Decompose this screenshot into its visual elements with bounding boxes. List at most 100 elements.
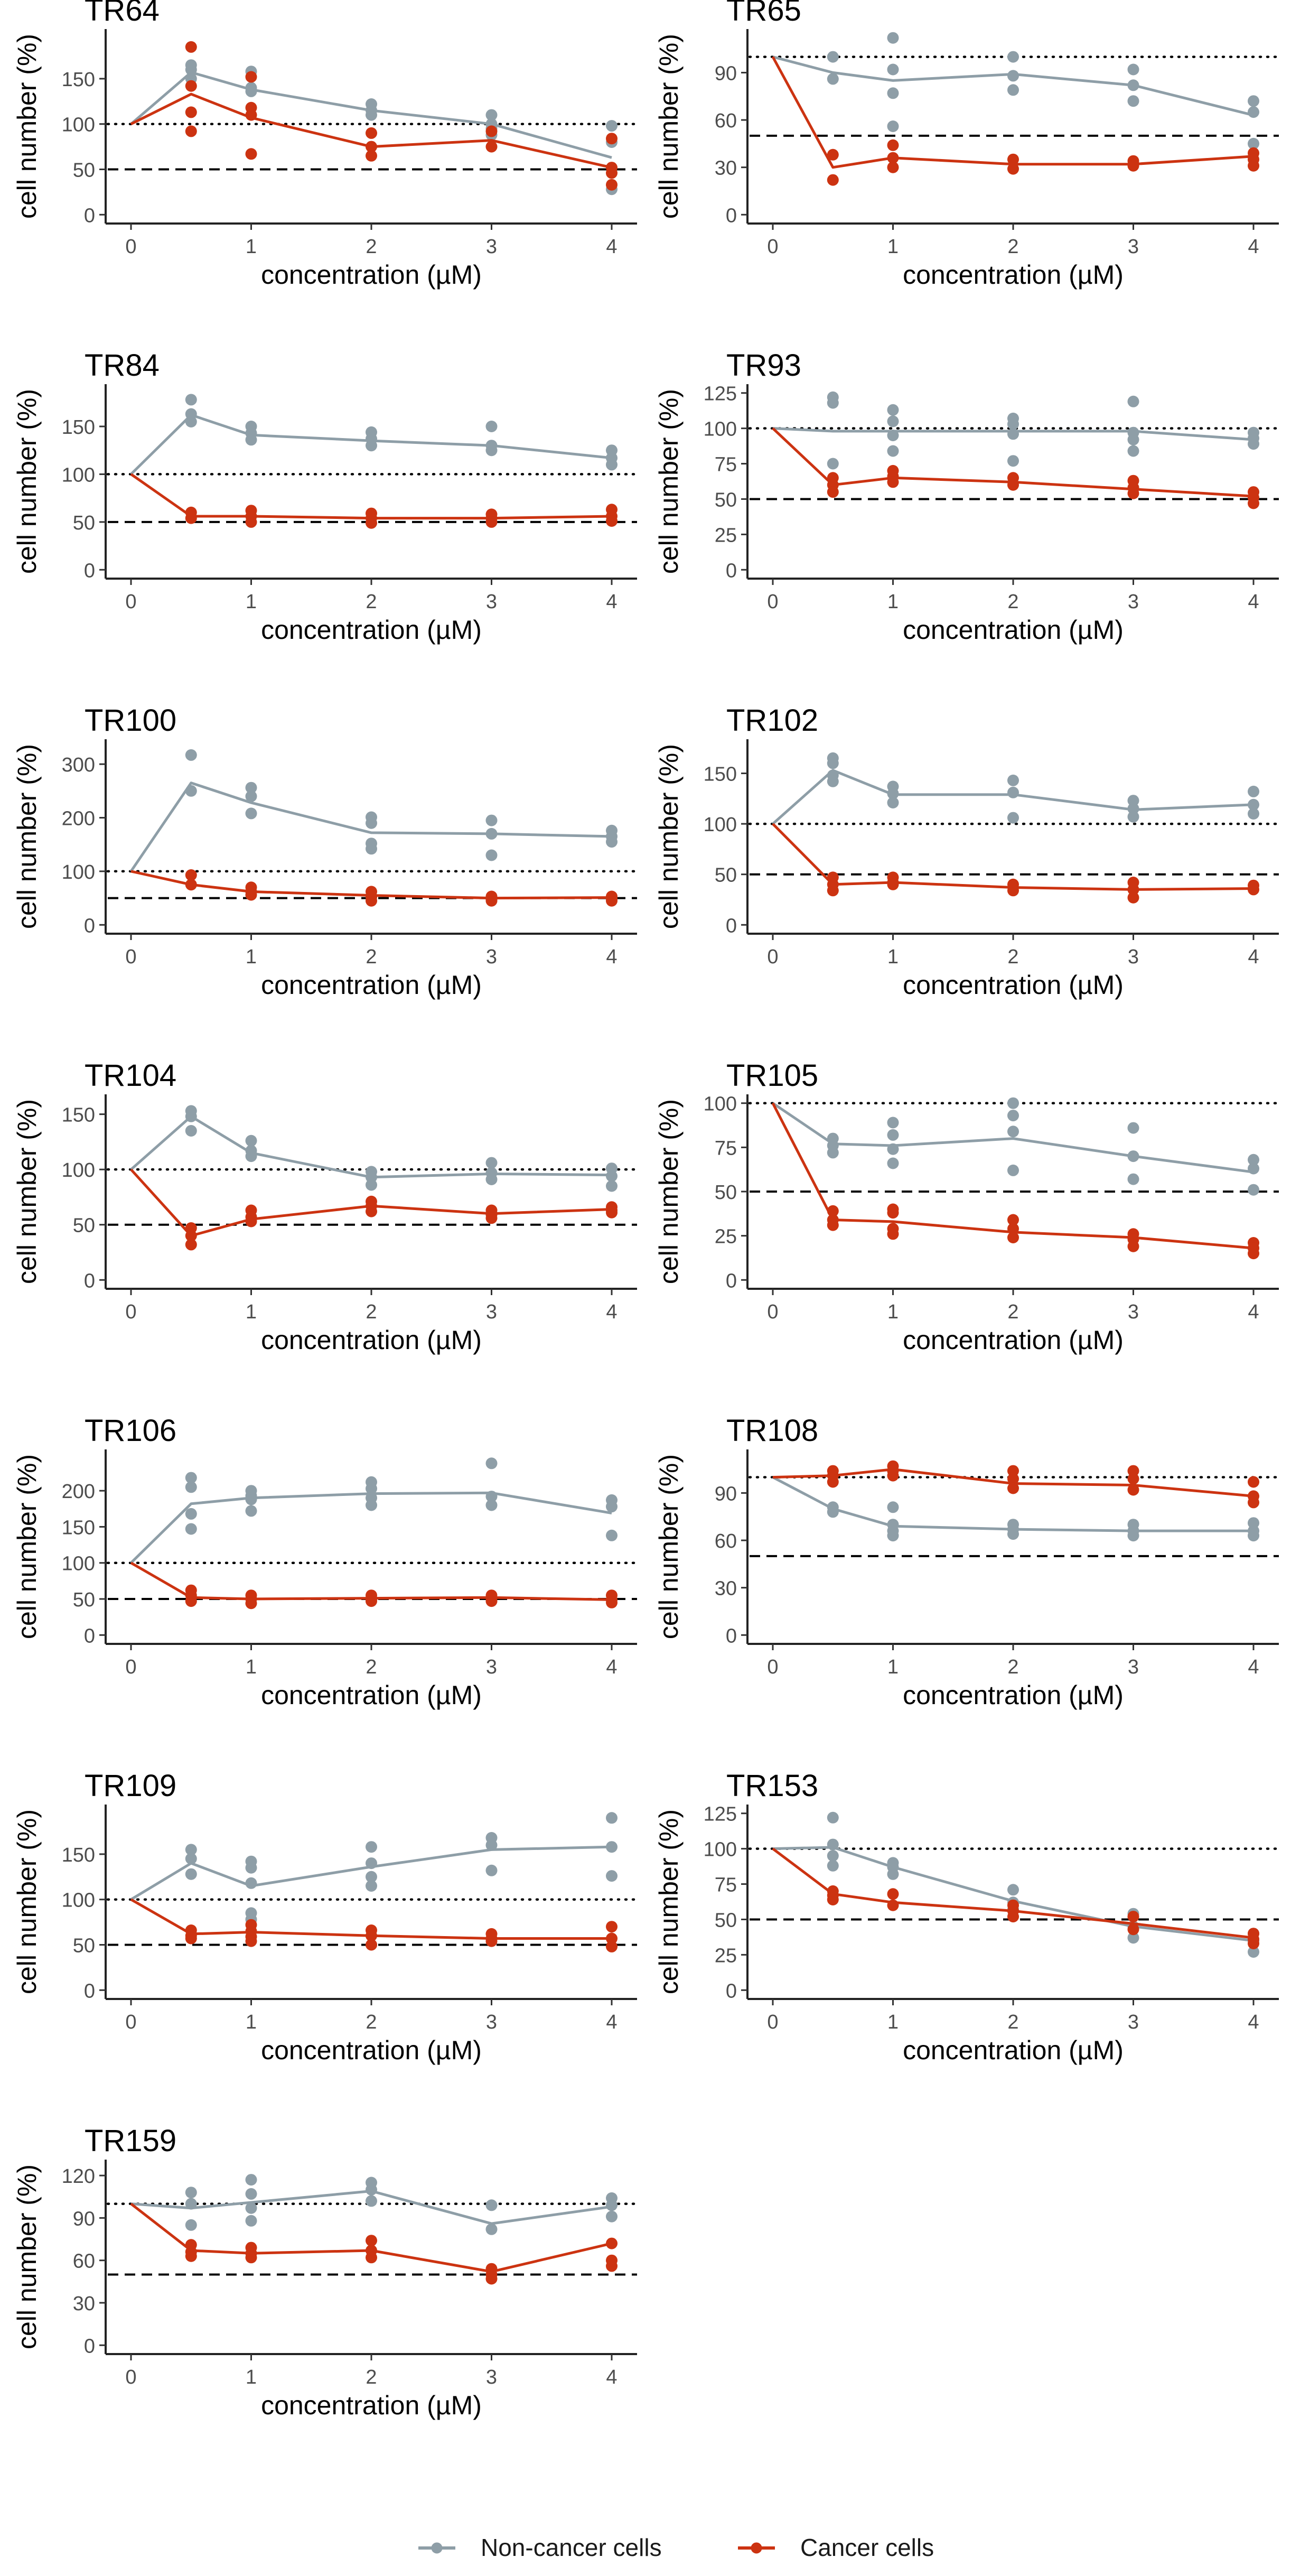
legend-label-noncancer: Non-cancer cells — [481, 2534, 662, 2561]
data-point-noncancer — [485, 849, 498, 861]
x-tick-label: 1 — [887, 591, 899, 613]
data-point-cancer — [185, 869, 197, 881]
data-point-cancer — [887, 1899, 899, 1911]
data-point-noncancer — [185, 1523, 197, 1535]
x-tick-label: 4 — [1248, 946, 1259, 968]
panel-title: TR84 — [85, 348, 160, 383]
legend-marker-cancer-dot — [751, 2542, 762, 2554]
x-tick-label: 3 — [1128, 2011, 1139, 2033]
data-point-cancer — [887, 139, 899, 151]
x-tick-label: 4 — [1248, 1656, 1259, 1678]
series-line-noncancer — [130, 1115, 612, 1179]
data-point-cancer — [366, 141, 377, 153]
data-point-noncancer — [485, 444, 498, 457]
data-point-noncancer — [366, 1499, 377, 1511]
data-point-noncancer — [827, 1859, 839, 1872]
y-tick-label: 100 — [62, 1890, 95, 1912]
data-point-cancer — [245, 71, 257, 83]
y-tick-label: 90 — [73, 2208, 95, 2230]
data-point-noncancer — [1127, 1150, 1139, 1163]
data-point-noncancer — [185, 1481, 197, 1493]
y-tick-label: 200 — [62, 808, 95, 830]
x-tick-label: 2 — [366, 1656, 377, 1678]
y-tick-label: 90 — [715, 62, 737, 85]
data-point-noncancer — [1007, 1164, 1019, 1176]
x-tick-label: 2 — [366, 236, 377, 258]
data-point-cancer — [606, 1940, 618, 1952]
y-tick-label: 150 — [62, 416, 95, 439]
data-point-noncancer — [887, 404, 899, 416]
data-point-noncancer — [1248, 785, 1259, 797]
y-tick-label: 100 — [62, 464, 95, 486]
data-point-cancer — [1007, 1473, 1019, 1485]
data-point-cancer — [366, 517, 377, 529]
x-tick-label: 4 — [606, 946, 617, 968]
data-point-noncancer — [887, 87, 899, 99]
x-tick-label: 2 — [1007, 1301, 1018, 1323]
data-point-noncancer — [485, 421, 498, 432]
data-point-noncancer — [366, 1179, 377, 1191]
data-point-noncancer — [366, 1841, 377, 1853]
data-point-noncancer — [185, 1508, 197, 1520]
data-point-noncancer — [245, 807, 257, 820]
data-point-noncancer — [1007, 786, 1019, 798]
data-point-noncancer — [887, 1157, 899, 1169]
data-point-noncancer — [245, 1505, 257, 1517]
y-axis-title: cell number (%) — [12, 389, 42, 574]
data-point-noncancer — [1007, 1097, 1019, 1109]
data-point-cancer — [1248, 1496, 1259, 1509]
data-point-cancer — [1007, 153, 1019, 165]
series-line-cancer — [772, 823, 1254, 891]
x-tick-label: 1 — [246, 236, 257, 258]
data-point-cancer — [185, 125, 197, 137]
x-tick-label: 2 — [1007, 2011, 1018, 2033]
data-point-cancer — [1248, 884, 1259, 896]
y-tick-label: 150 — [704, 764, 737, 786]
y-tick-label: 50 — [73, 1935, 95, 1957]
data-point-cancer — [827, 885, 839, 897]
y-tick-label: 25 — [715, 1226, 737, 1248]
x-tick-label: 0 — [125, 2366, 136, 2388]
series-line-cancer — [130, 1898, 612, 1940]
data-point-cancer — [887, 161, 899, 173]
x-tick-label: 1 — [887, 1656, 899, 1678]
data-point-noncancer — [1007, 1884, 1019, 1896]
data-point-cancer — [606, 1596, 618, 1608]
y-tick-label: 0 — [726, 1625, 737, 1647]
y-tick-label: 75 — [715, 454, 737, 476]
y-tick-label: 100 — [704, 1839, 737, 1861]
panel-tr100: TR100 0 100 200 300 0 1 2 3 4 concentration (µM) ce… — [12, 703, 639, 1000]
legend: Non-cancer cells Cancer cells — [418, 2534, 934, 2561]
x-tick-label: 1 — [246, 2366, 257, 2388]
panel-title: TR65 — [726, 0, 801, 27]
data-point-cancer — [245, 889, 257, 901]
data-point-cancer — [827, 486, 839, 498]
x-tick-label: 4 — [1248, 591, 1259, 613]
x-tick-label: 1 — [887, 2011, 899, 2033]
data-point-noncancer — [1127, 1932, 1139, 1944]
data-point-noncancer — [1007, 428, 1019, 440]
x-tick-label: 0 — [125, 591, 136, 613]
x-tick-label: 1 — [246, 2011, 257, 2033]
data-point-noncancer — [245, 2202, 257, 2214]
data-point-noncancer — [485, 1499, 498, 1511]
panel-tr153: TR153 0 25 50 75 100 125 0 1 2 3 4 concentration (µM… — [654, 1769, 1280, 2065]
data-point-cancer — [1248, 1938, 1259, 1949]
data-point-cancer — [185, 512, 197, 524]
data-point-noncancer — [1248, 1163, 1259, 1175]
data-point-noncancer — [887, 430, 899, 441]
y-tick-label: 300 — [62, 754, 95, 776]
y-tick-label: 75 — [715, 1874, 737, 1896]
data-point-noncancer — [1007, 418, 1019, 430]
x-axis-title: concentration (µM) — [903, 1680, 1124, 1710]
series-line-cancer — [130, 1168, 612, 1238]
data-point-noncancer — [887, 120, 899, 132]
x-axis-title: concentration (µM) — [903, 970, 1124, 1000]
data-point-noncancer — [245, 2188, 257, 2200]
data-point-noncancer — [1007, 51, 1019, 63]
data-point-cancer — [887, 1470, 899, 1482]
data-point-cancer — [606, 179, 618, 191]
panel-tr102: TR102 0 50 100 150 0 1 2 3 4 concentration (µM) cel… — [654, 703, 1280, 1000]
data-point-cancer — [185, 1230, 197, 1242]
